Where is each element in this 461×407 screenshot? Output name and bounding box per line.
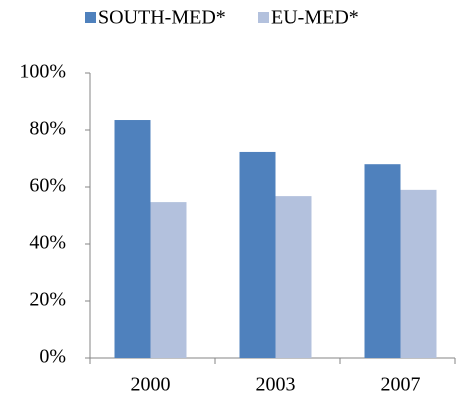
bar	[239, 151, 276, 358]
x-tick-label: 2000	[131, 374, 171, 396]
legend-label: EU-MED*	[271, 7, 359, 29]
bar	[114, 120, 151, 359]
x-tick-label: 2003	[256, 374, 296, 396]
y-tick-label: 20%	[29, 289, 66, 311]
bar	[400, 189, 437, 358]
y-tick-label: 60%	[29, 175, 66, 197]
legend-label: SOUTH-MED*	[98, 7, 226, 29]
bar	[364, 164, 401, 358]
y-tick-label: 100%	[19, 61, 66, 83]
x-tick-label: 2007	[381, 374, 421, 396]
y-tick-label: 40%	[29, 232, 66, 254]
bar	[275, 196, 312, 358]
bar	[150, 202, 187, 358]
legend-swatch	[85, 12, 96, 23]
legend-swatch	[258, 12, 269, 23]
y-tick-label: 80%	[29, 118, 66, 140]
y-tick-label: 0%	[39, 346, 66, 368]
